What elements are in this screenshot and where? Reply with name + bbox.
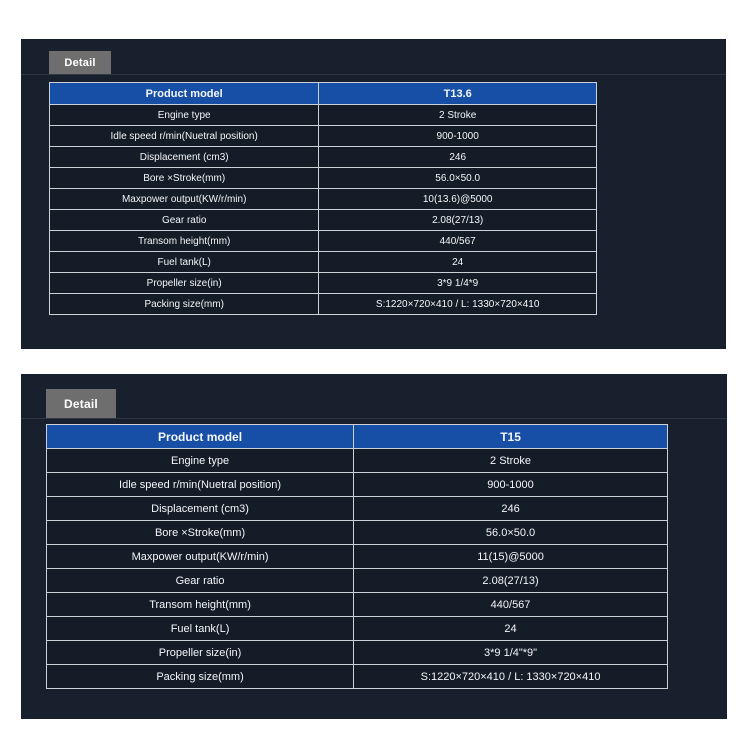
spec-panel-t15: Detail Product model T15 Engine type 2 St… [21, 374, 727, 719]
spec-row: Fuel tank(L) 24 [45, 616, 668, 641]
spec-value: 10(13.6)@5000 [318, 188, 597, 210]
detail-tab[interactable]: Detail [46, 389, 116, 418]
spec-label: Packing size(mm) [48, 293, 320, 315]
spec-value: 2.08(27/13) [353, 568, 668, 593]
spec-value: 2 Stroke [353, 448, 668, 473]
spec-label: Displacement (cm3) [48, 146, 320, 168]
spec-value: 440/567 [318, 230, 597, 252]
spec-label: Engine type [45, 448, 355, 473]
spec-label: Propeller size(in) [48, 272, 320, 294]
spec-row: Bore ×Stroke(mm) 56.0×50.0 [48, 167, 597, 189]
spec-label: Transom height(mm) [45, 592, 355, 617]
spec-row: Displacement (cm3) 246 [45, 496, 668, 521]
spec-value: 440/567 [353, 592, 668, 617]
spec-label: Transom height(mm) [48, 230, 320, 252]
spec-label: Engine type [48, 104, 320, 126]
spec-value: 24 [353, 616, 668, 641]
spec-label: Fuel tank(L) [48, 251, 320, 273]
spec-row: Engine type 2 Stroke [48, 104, 597, 126]
spec-row: Maxpower output(KW/r/min) 11(15)@5000 [45, 544, 668, 569]
spec-label: Maxpower output(KW/r/min) [45, 544, 355, 569]
spec-label: Bore ×Stroke(mm) [48, 167, 320, 189]
tab-underline [21, 74, 726, 75]
spec-value: 24 [318, 251, 597, 273]
spec-row: Gear ratio 2.08(27/13) [48, 209, 597, 231]
spec-value: 3*9 1/4"*9" [353, 640, 668, 665]
model-name-header: T13.6 [318, 82, 597, 105]
spec-row: Idle speed r/min(Nuetral position) 900-10… [45, 472, 668, 497]
spec-value: 2.08(27/13) [318, 209, 597, 231]
spec-label: Idle speed r/min(Nuetral position) [45, 472, 355, 497]
tab-underline [21, 418, 727, 419]
spec-label: Displacement (cm3) [45, 496, 355, 521]
spec-value: 2 Stroke [318, 104, 597, 126]
spec-value: 900-1000 [318, 125, 597, 147]
spec-row: Bore ×Stroke(mm) 56.0×50.0 [45, 520, 668, 545]
spec-table-t13-6: Product model T13.6 Engine type 2 Stroke I… [48, 82, 597, 315]
spec-label: Bore ×Stroke(mm) [45, 520, 355, 545]
spec-row: Packing size(mm) S:1220×720×410 / L: 1330… [48, 293, 597, 315]
spec-row: Propeller size(in) 3*9 1/4"*9" [45, 640, 668, 665]
spec-rows: Engine type 2 Stroke Idle speed r/min(Nuet… [45, 448, 668, 689]
spec-row: Engine type 2 Stroke [45, 448, 668, 473]
spec-row: Transom height(mm) 440/567 [48, 230, 597, 252]
spec-panel-t13-6: Detail Product model T13.6 Engine type 2 … [21, 39, 726, 349]
product-model-header: Product model [48, 82, 320, 105]
spec-row: Propeller size(in) 3*9 1/4*9 [48, 272, 597, 294]
spec-row: Idle speed r/min(Nuetral position) 900-10… [48, 125, 597, 147]
table-header-row: Product model T15 [45, 424, 668, 449]
spec-value: 3*9 1/4*9 [318, 272, 597, 294]
spec-label: Packing size(mm) [45, 664, 355, 689]
spec-value: 56.0×50.0 [353, 520, 668, 545]
table-header-row: Product model T13.6 [48, 82, 597, 105]
spec-row: Displacement (cm3) 246 [48, 146, 597, 168]
spec-value: 246 [318, 146, 597, 168]
spec-row: Maxpower output(KW/r/min) 10(13.6)@5000 [48, 188, 597, 210]
spec-label: Fuel tank(L) [45, 616, 355, 641]
spec-row: Packing size(mm) S:1220×720×410 / L: 1330… [45, 664, 668, 689]
spec-label: Gear ratio [45, 568, 355, 593]
spec-value: 246 [353, 496, 668, 521]
spec-value: S:1220×720×410 / L: 1330×720×410 [318, 293, 597, 315]
spec-value: 900-1000 [353, 472, 668, 497]
product-model-header: Product model [45, 424, 355, 449]
model-name-header: T15 [353, 424, 668, 449]
spec-value: S:1220×720×410 / L: 1330×720×410 [353, 664, 668, 689]
detail-tab[interactable]: Detail [49, 51, 111, 74]
spec-row: Fuel tank(L) 24 [48, 251, 597, 273]
spec-label: Maxpower output(KW/r/min) [48, 188, 320, 210]
spec-rows: Engine type 2 Stroke Idle speed r/min(Nuet… [48, 104, 597, 315]
spec-value: 11(15)@5000 [353, 544, 668, 569]
spec-row: Transom height(mm) 440/567 [45, 592, 668, 617]
spec-table-t15: Product model T15 Engine type 2 Stroke Idl… [45, 424, 668, 689]
spec-row: Gear ratio 2.08(27/13) [45, 568, 668, 593]
spec-label: Gear ratio [48, 209, 320, 231]
spec-value: 56.0×50.0 [318, 167, 597, 189]
spec-label: Propeller size(in) [45, 640, 355, 665]
spec-label: Idle speed r/min(Nuetral position) [48, 125, 320, 147]
